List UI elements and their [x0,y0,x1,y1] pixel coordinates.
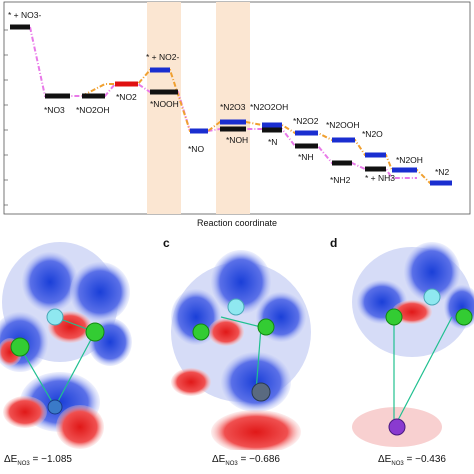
panel-letter-c: c [163,236,170,250]
label-n2o3: *N2O3 [220,102,246,112]
path-orange [81,69,452,184]
label-nh: *NH [298,152,314,162]
energy-levels [10,24,452,186]
label-n: *N [268,137,277,147]
highlight-band-2 [216,2,250,214]
reaction-energy-diagram: * + NO3- *NO3 *NO2OH *NO2 * + NO2- *NOOH… [3,1,471,228]
density-panel-c [171,250,311,450]
label-no3: *NO3 [44,105,65,115]
label-n2ooh: *N2OOH [326,120,360,130]
density-panel-b [0,242,132,449]
density-panel-d [352,242,474,447]
label-no2oh: *NO2OH [76,105,110,115]
x-axis-title: Reaction coordinate [197,218,277,228]
label-n2oh: *N2OH [396,155,423,165]
state-labels: * + NO3- *NO3 *NO2OH *NO2 * + NO2- *NOOH… [8,10,449,185]
label-no2-free: * + NO2- [146,52,179,62]
label-no: *NO [188,144,204,154]
label-no3-free: * + NO3- [8,10,41,20]
delta-e-panel-b: ΔENO3 = −1.085 [4,454,72,467]
label-nooh: *NOOH [150,99,179,109]
delta-e-panel-c: ΔENO3 = −0.686 [212,454,280,467]
label-no2-ads: *NO2 [116,92,137,102]
highlight-band-1 [147,2,181,214]
label-n2o: *N2O [362,129,383,139]
label-noh: *NOH [226,135,248,145]
label-nh3: * + NH3 [365,173,395,183]
label-nh2: *NH2 [330,175,351,185]
delta-e-panel-d: ΔENO3 = −0.436 [378,454,446,467]
y-ticks [4,29,8,206]
label-n2: *N2 [435,167,449,177]
label-n2o2: *N2O2 [293,116,319,126]
label-n2o2oh: *N2O2OH [250,102,288,112]
panel-letter-d: d [330,236,338,250]
